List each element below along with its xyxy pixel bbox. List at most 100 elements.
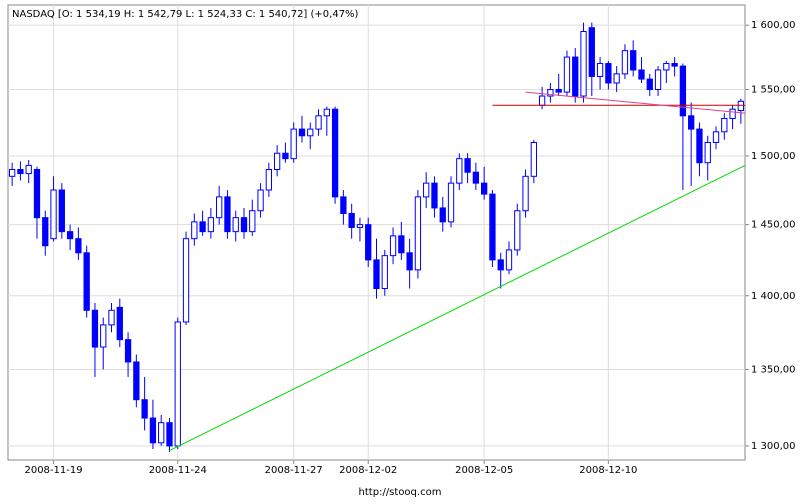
candle-body bbox=[729, 108, 736, 119]
candle-body bbox=[191, 221, 198, 240]
candle-body bbox=[166, 422, 173, 447]
candle-body bbox=[621, 50, 629, 75]
candle-body bbox=[25, 164, 32, 175]
candle-body bbox=[696, 128, 703, 164]
candle-body bbox=[497, 259, 504, 271]
candle-body bbox=[315, 115, 322, 130]
candle-body bbox=[447, 182, 455, 223]
candle-body bbox=[423, 182, 430, 198]
y-tick-label: 1 350,00 bbox=[751, 364, 796, 375]
candle-body bbox=[381, 255, 388, 290]
candle-body bbox=[100, 324, 107, 348]
candle-body bbox=[356, 224, 364, 228]
candle-body bbox=[182, 238, 190, 323]
candle-body bbox=[116, 306, 123, 341]
candle-body bbox=[472, 171, 480, 184]
candle-body bbox=[17, 168, 24, 175]
candle-body bbox=[257, 189, 264, 212]
candle-body bbox=[282, 152, 289, 160]
candle-body bbox=[323, 108, 330, 117]
y-tick-label: 1 450,00 bbox=[751, 220, 796, 231]
candle-body bbox=[398, 235, 405, 254]
candle-body bbox=[249, 210, 256, 233]
plot-frame bbox=[7, 4, 746, 461]
candle-body bbox=[630, 50, 637, 71]
candle-body bbox=[108, 309, 115, 326]
candle-body bbox=[464, 158, 471, 173]
y-tick-label: 1 300,00 bbox=[751, 441, 796, 452]
x-tick-label: 2008-11-19 bbox=[24, 465, 82, 476]
candle-body bbox=[431, 182, 438, 209]
candle-body bbox=[273, 152, 281, 170]
candle-body bbox=[298, 128, 306, 137]
x-tick-label: 2008-11-24 bbox=[149, 465, 207, 476]
candle-body bbox=[75, 238, 82, 254]
candle-body bbox=[50, 189, 57, 240]
candle-body bbox=[572, 56, 579, 97]
candle-body bbox=[133, 361, 140, 401]
candle-body bbox=[414, 196, 422, 271]
candle-body bbox=[158, 422, 165, 444]
y-tick-label: 1 500,00 bbox=[751, 151, 796, 162]
candle-body bbox=[265, 168, 272, 191]
candle-body bbox=[704, 141, 711, 164]
candle-body bbox=[389, 235, 397, 257]
candle-body bbox=[481, 182, 488, 195]
candle-body bbox=[638, 69, 645, 80]
candle-body bbox=[547, 88, 554, 97]
candle-body bbox=[538, 95, 546, 106]
chart-title: NASDAQ [O: 1 534,19 H: 1 542,79 L: 1 524… bbox=[12, 9, 359, 20]
candle-body bbox=[439, 207, 446, 223]
candle-body bbox=[58, 189, 65, 233]
candle-body bbox=[8, 168, 16, 177]
candle-body bbox=[365, 224, 372, 261]
candle-body bbox=[688, 115, 695, 130]
candle-body bbox=[83, 252, 90, 311]
candle-body bbox=[737, 100, 745, 112]
candle-body bbox=[605, 63, 612, 84]
trendline bbox=[169, 164, 746, 452]
candle-body bbox=[149, 417, 157, 444]
x-tick-label: 2008-12-05 bbox=[455, 465, 513, 476]
candle-body bbox=[406, 252, 413, 271]
candle-body bbox=[456, 158, 463, 184]
candle-body bbox=[42, 217, 49, 247]
candle-body bbox=[174, 321, 181, 447]
candle-body bbox=[348, 212, 355, 228]
candle-body bbox=[240, 217, 248, 233]
candle-body bbox=[712, 131, 720, 143]
candle-body bbox=[199, 221, 206, 233]
candle-body bbox=[671, 63, 678, 67]
candle-body bbox=[91, 309, 99, 348]
candle-body bbox=[340, 196, 347, 214]
candle-body bbox=[514, 210, 521, 251]
candle-body bbox=[141, 399, 148, 419]
trendline bbox=[525, 91, 746, 114]
candle-body bbox=[232, 217, 239, 233]
x-tick-label: 2008-12-10 bbox=[579, 465, 637, 476]
y-tick-label: 1 550,00 bbox=[751, 84, 796, 95]
candle-body bbox=[555, 88, 562, 93]
candle-body bbox=[290, 128, 297, 160]
candle-body bbox=[596, 63, 604, 77]
candle-body bbox=[563, 56, 571, 93]
candle-body bbox=[489, 193, 496, 261]
candle-body bbox=[331, 108, 339, 198]
candle-body bbox=[654, 69, 662, 90]
y-tick-label: 1 600,00 bbox=[751, 20, 796, 31]
footer: http://stooq.com bbox=[359, 487, 442, 498]
candle-body bbox=[588, 27, 595, 77]
candle-body bbox=[522, 175, 529, 212]
candle-body bbox=[721, 117, 728, 133]
candle-body bbox=[663, 63, 670, 71]
candle-body bbox=[207, 217, 215, 233]
candle-body bbox=[216, 196, 223, 219]
candle-body bbox=[613, 73, 620, 84]
candle-body bbox=[580, 31, 587, 97]
x-tick-label: 2008-12-02 bbox=[339, 465, 397, 476]
candle-body bbox=[646, 78, 653, 90]
candle-body bbox=[124, 339, 132, 363]
candle-body bbox=[530, 141, 537, 177]
candle-body bbox=[224, 196, 231, 233]
